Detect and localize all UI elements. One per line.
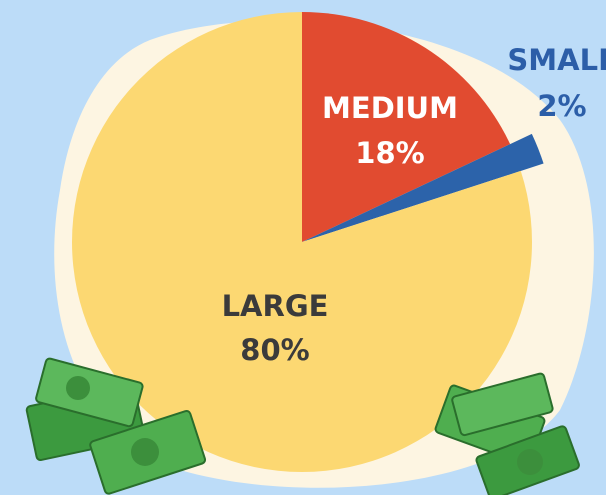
- slice-label: SMALL: [507, 43, 606, 77]
- value-label: 2%: [537, 89, 586, 123]
- value-label: 18%: [355, 136, 424, 170]
- value-label: 80%: [240, 333, 309, 367]
- page: MEDIUM18%SMALL2%LARGE80% (() => { const …: [0, 0, 606, 495]
- chart: MEDIUM 18% SMALL 2% LARGE 80%: [0, 0, 606, 495]
- slice-label: MEDIUM: [322, 91, 458, 125]
- slice-label: LARGE: [222, 289, 329, 323]
